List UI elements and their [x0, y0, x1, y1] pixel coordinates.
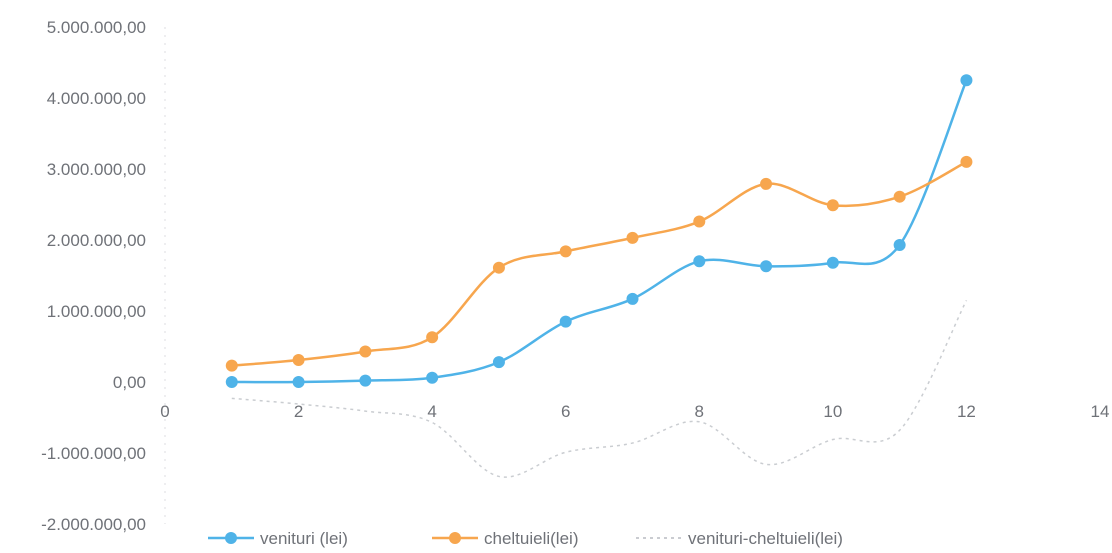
series-line	[231, 300, 968, 478]
x-tick-label: 4	[427, 402, 436, 421]
legend-label: cheltuieli(lei)	[484, 529, 578, 548]
data-point	[426, 371, 439, 384]
data-point	[693, 215, 706, 228]
data-point	[893, 190, 906, 203]
y-axis-ticks: -2.000.000,00 -1.000.000,00 0,00 1.000.000,…	[41, 18, 146, 534]
data-point	[626, 231, 639, 244]
legend-swatch-marker	[449, 532, 461, 544]
legend: venituri (lei) cheltuieli(lei) venituri-ch…	[208, 529, 843, 548]
x-tick-label: 14	[1091, 402, 1110, 421]
data-point	[760, 260, 773, 273]
y-tick-label: 1.000.000,00	[47, 302, 146, 321]
data-point	[626, 292, 639, 305]
y-tick-label: 0,00	[113, 373, 146, 392]
x-tick-label: 10	[823, 402, 842, 421]
legend-item: cheltuieli(lei)	[432, 529, 578, 548]
legend-label: venituri (lei)	[260, 529, 348, 548]
x-axis-ticks: 0 2 4 6 8 10 12 14	[160, 402, 1109, 421]
x-tick-label: 8	[695, 402, 704, 421]
data-point	[826, 199, 839, 212]
data-point	[225, 359, 238, 372]
series-layer	[225, 74, 973, 478]
data-point	[492, 356, 505, 369]
legend-item: venituri-cheltuieli(lei)	[636, 529, 843, 548]
data-point	[225, 376, 238, 388]
data-point	[559, 245, 572, 258]
y-tick-label: 3.000.000,00	[47, 160, 146, 179]
x-tick-label: 0	[160, 402, 169, 421]
data-point	[893, 238, 906, 251]
legend-label: venituri-cheltuieli(lei)	[688, 529, 843, 548]
data-point	[693, 255, 706, 268]
x-tick-label: 2	[294, 402, 303, 421]
data-point	[960, 155, 973, 168]
series-2	[225, 155, 973, 372]
legend-item: venituri (lei)	[208, 529, 348, 548]
series-1	[225, 74, 973, 388]
series-line	[231, 79, 968, 384]
x-tick-label: 6	[561, 402, 570, 421]
y-tick-label: -2.000.000,00	[41, 515, 146, 534]
data-point	[359, 345, 372, 358]
legend-swatch-marker	[225, 532, 237, 544]
data-point	[426, 331, 439, 344]
data-point	[559, 315, 572, 328]
data-point	[760, 177, 773, 190]
y-tick-label: -1.000.000,00	[41, 444, 146, 463]
y-tick-label: 4.000.000,00	[47, 89, 146, 108]
y-tick-label: 2.000.000,00	[47, 231, 146, 250]
data-point	[826, 256, 839, 269]
data-point	[292, 376, 305, 388]
x-tick-label: 12	[957, 402, 976, 421]
data-point	[960, 74, 973, 87]
data-point	[292, 353, 305, 366]
data-point	[492, 261, 505, 274]
y-tick-label: 5.000.000,00	[47, 18, 146, 37]
data-point	[359, 374, 372, 387]
series-3	[231, 300, 968, 478]
